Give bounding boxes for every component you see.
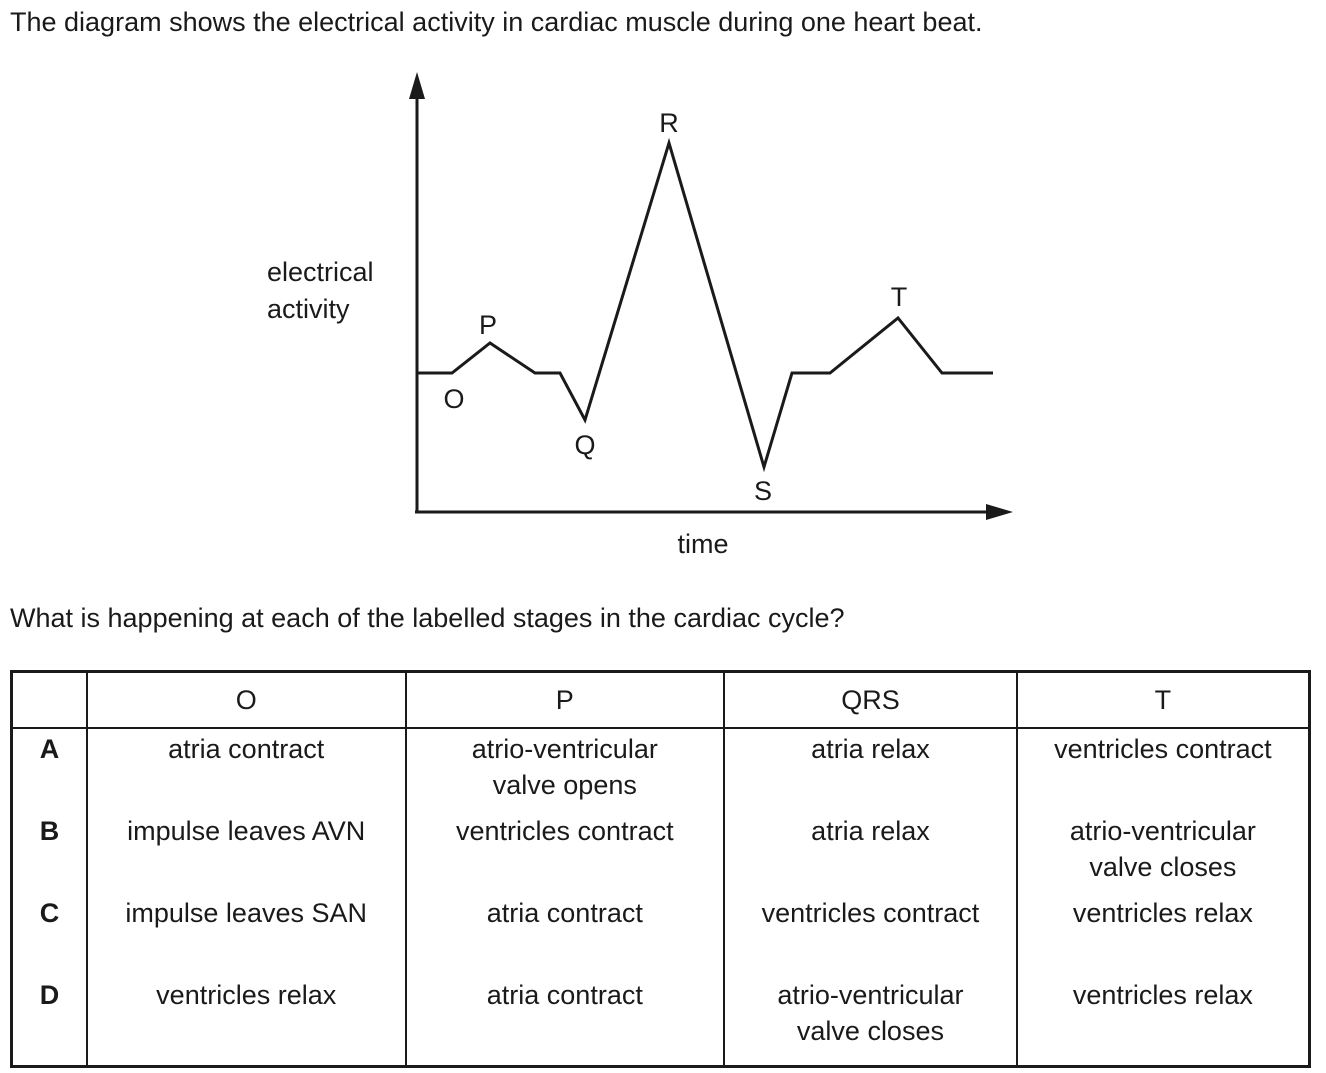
header-qrs: QRS xyxy=(723,671,1018,729)
option-key: B xyxy=(10,811,88,893)
table-row: B impulse leaves AVN ventricles contract… xyxy=(10,811,1311,893)
table-row: A atria contract atrio-ventricular valve … xyxy=(10,728,1311,811)
cell-o: atria contract xyxy=(85,728,407,811)
header-o: O xyxy=(85,671,407,729)
table-row: D ventricles relax atria contract atrio-… xyxy=(10,975,1311,1067)
point-label-t: T xyxy=(891,282,908,312)
cell-o: ventricles relax xyxy=(85,975,407,1067)
cell-qrs: atria relax xyxy=(723,728,1018,811)
answer-table: O P QRS T A atria contract atrio-ventric… xyxy=(10,670,1311,1068)
cell-p: atria contract xyxy=(404,975,726,1067)
header-p: P xyxy=(404,671,726,729)
x-axis-arrowhead xyxy=(986,504,1013,520)
cell-t: ventricles contract xyxy=(1015,728,1311,811)
cell-qrs: atrio-ventricular valve closes xyxy=(723,975,1018,1067)
cell-o: impulse leaves AVN xyxy=(85,811,407,893)
point-label-p: P xyxy=(479,310,497,340)
cell-p: atria contract xyxy=(404,893,726,975)
cell-t: atrio-ventricular valve closes xyxy=(1015,811,1311,893)
point-label-o: O xyxy=(443,384,464,414)
cell-o: impulse leaves SAN xyxy=(85,893,407,975)
x-axis-label: time xyxy=(677,529,728,559)
cell-p: atrio-ventricular valve opens xyxy=(404,728,726,811)
ecg-diagram: electrical activity time O P Q R S T xyxy=(267,72,1013,559)
question-text: What is happening at each of the labelle… xyxy=(10,603,845,633)
option-key: C xyxy=(10,893,88,975)
y-axis-label-line2: activity xyxy=(267,294,350,324)
table-header-row: O P QRS T xyxy=(10,671,1311,729)
point-label-s: S xyxy=(754,476,772,506)
ecg-trace xyxy=(417,137,993,473)
y-axis-arrowhead xyxy=(409,72,425,99)
header-t: T xyxy=(1015,671,1311,729)
header-key xyxy=(10,671,88,729)
cell-t: ventricles relax xyxy=(1015,975,1311,1067)
table-row: C impulse leaves SAN atria contract vent… xyxy=(10,893,1311,975)
cell-t: ventricles relax xyxy=(1015,893,1311,975)
option-key: D xyxy=(10,975,88,1067)
cell-qrs: ventricles contract xyxy=(723,893,1018,975)
option-key: A xyxy=(10,728,88,811)
point-label-q: Q xyxy=(574,430,595,460)
cell-p: ventricles contract xyxy=(404,811,726,893)
y-axis-label-line1: electrical xyxy=(267,257,374,287)
point-label-r: R xyxy=(659,108,679,138)
intro-text: The diagram shows the electrical activit… xyxy=(10,7,983,37)
cell-qrs: atria relax xyxy=(723,811,1018,893)
